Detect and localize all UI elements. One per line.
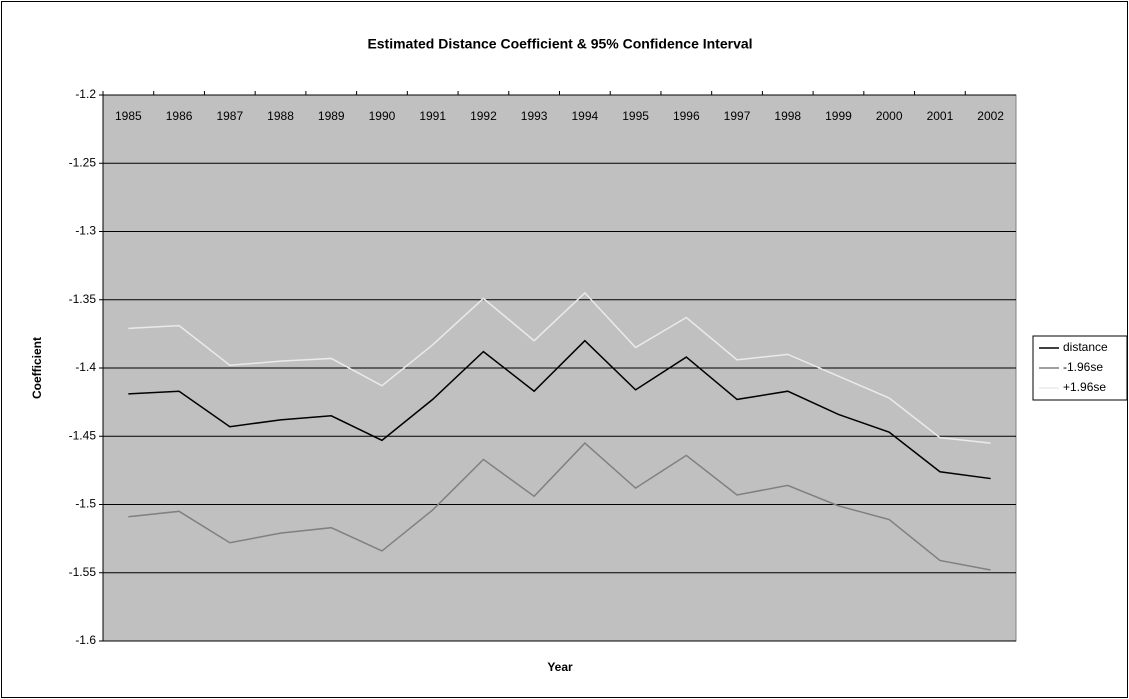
x-axis-title: Year bbox=[547, 660, 573, 674]
x-tick-label: 1995 bbox=[622, 109, 649, 123]
x-tick-label: 1997 bbox=[724, 109, 751, 123]
x-tick-label: 2000 bbox=[876, 109, 903, 123]
y-tick-label: -1.55 bbox=[69, 565, 97, 579]
x-tick-label: 1987 bbox=[216, 109, 243, 123]
chart-title: Estimated Distance Coefficient & 95% Con… bbox=[367, 36, 752, 52]
x-tick-label: 1990 bbox=[369, 109, 396, 123]
x-tick-label: 1989 bbox=[318, 109, 345, 123]
x-tick-label: 1996 bbox=[673, 109, 700, 123]
series-line bbox=[128, 291, 991, 444]
y-tick-label: -1.45 bbox=[69, 428, 97, 442]
x-tick-label: 1986 bbox=[166, 109, 193, 123]
legend-label: -1.96se bbox=[1063, 360, 1103, 374]
x-tick-label: 1985 bbox=[115, 109, 142, 123]
legend-label: distance bbox=[1063, 340, 1108, 354]
x-tick-label: 1993 bbox=[521, 109, 548, 123]
x-tick-label: 2002 bbox=[977, 109, 1004, 123]
y-tick-label: -1.2 bbox=[75, 87, 96, 101]
x-tick-label: 1999 bbox=[825, 109, 852, 123]
y-tick-label: -1.4 bbox=[75, 360, 96, 374]
x-tick-label: 1988 bbox=[267, 109, 294, 123]
x-tick-label: 2001 bbox=[927, 109, 954, 123]
y-tick-label: -1.25 bbox=[69, 155, 97, 169]
y-tick-label: -1.5 bbox=[75, 497, 96, 511]
y-axis-title: Coefficient bbox=[30, 337, 44, 399]
y-tick-label: -1.3 bbox=[75, 224, 96, 238]
x-tick-label: 1991 bbox=[419, 109, 446, 123]
y-tick-label: -1.6 bbox=[75, 633, 96, 647]
y-tick-label: -1.35 bbox=[69, 292, 97, 306]
series-line bbox=[128, 339, 991, 480]
x-tick-label: 1994 bbox=[572, 109, 599, 123]
x-tick-label: 1992 bbox=[470, 109, 497, 123]
legend-label: +1.96se bbox=[1063, 380, 1106, 394]
x-tick-label: 1998 bbox=[774, 109, 801, 123]
series-line bbox=[128, 442, 991, 571]
